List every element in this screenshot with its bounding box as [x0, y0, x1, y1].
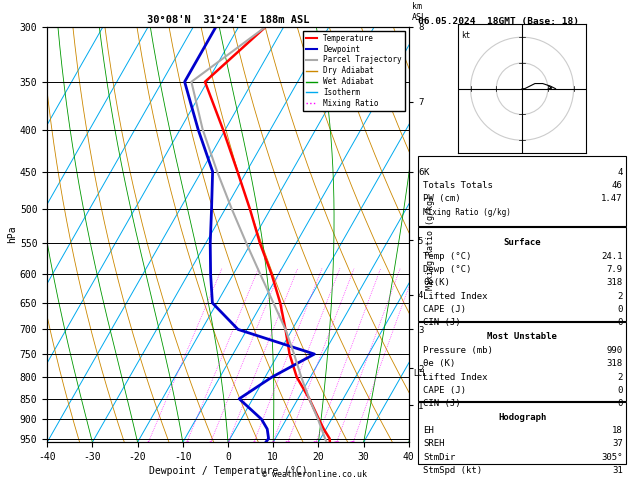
Text: Most Unstable: Most Unstable — [487, 332, 557, 342]
Text: 15: 15 — [313, 441, 320, 446]
Text: km
ASL: km ASL — [412, 2, 427, 22]
Text: Temp (°C): Temp (°C) — [423, 252, 472, 260]
Title: 30°08'N  31°24'E  188m ASL: 30°08'N 31°24'E 188m ASL — [147, 15, 309, 25]
Text: 7.9: 7.9 — [606, 265, 623, 274]
Text: SREH: SREH — [423, 439, 445, 449]
Text: 4: 4 — [226, 441, 230, 446]
Text: CAPE (J): CAPE (J) — [423, 386, 466, 395]
Text: 06.05.2024  18GMT (Base: 18): 06.05.2024 18GMT (Base: 18) — [418, 17, 579, 26]
Text: Dewp (°C): Dewp (°C) — [423, 265, 472, 274]
Text: CIN (J): CIN (J) — [423, 399, 461, 408]
Text: 1.47: 1.47 — [601, 194, 623, 204]
Text: CAPE (J): CAPE (J) — [423, 305, 466, 314]
Text: 1: 1 — [147, 441, 150, 446]
Legend: Temperature, Dewpoint, Parcel Trajectory, Dry Adiabat, Wet Adiabat, Isotherm, Mi: Temperature, Dewpoint, Parcel Trajectory… — [303, 31, 405, 111]
Text: θe (K): θe (K) — [423, 359, 455, 368]
Text: 2: 2 — [617, 373, 623, 382]
Text: Mixing Ratio (g/kg): Mixing Ratio (g/kg) — [426, 195, 435, 291]
Text: 305°: 305° — [601, 453, 623, 462]
Text: 24.1: 24.1 — [601, 252, 623, 260]
Text: 2: 2 — [617, 292, 623, 301]
Text: 3: 3 — [209, 441, 213, 446]
Text: 318: 318 — [606, 359, 623, 368]
Text: Surface: Surface — [503, 238, 541, 247]
Text: 37: 37 — [612, 439, 623, 449]
Text: 31: 31 — [612, 466, 623, 475]
Text: kt: kt — [462, 31, 470, 40]
Text: 0: 0 — [617, 386, 623, 395]
Text: K: K — [423, 168, 429, 177]
Text: Totals Totals: Totals Totals — [423, 181, 493, 190]
Text: StmSpd (kt): StmSpd (kt) — [423, 466, 482, 475]
Text: 318: 318 — [606, 278, 623, 287]
Text: CIN (J): CIN (J) — [423, 318, 461, 328]
Text: Mixing Ratio (g/kg): Mixing Ratio (g/kg) — [423, 208, 511, 217]
Text: 4: 4 — [617, 168, 623, 177]
Text: PW (cm): PW (cm) — [423, 194, 461, 204]
Text: LCL: LCL — [413, 369, 427, 379]
Text: 25: 25 — [350, 441, 357, 446]
Text: 2: 2 — [185, 441, 189, 446]
Text: 990: 990 — [606, 346, 623, 355]
Text: EH: EH — [423, 426, 434, 435]
Text: StmDir: StmDir — [423, 453, 455, 462]
Text: 0: 0 — [617, 318, 623, 328]
Text: θe(K): θe(K) — [423, 278, 450, 287]
Text: Hodograph: Hodograph — [498, 413, 546, 422]
Text: Pressure (mb): Pressure (mb) — [423, 346, 493, 355]
Text: 46: 46 — [612, 181, 623, 190]
Text: Lifted Index: Lifted Index — [423, 373, 488, 382]
Text: 0: 0 — [617, 399, 623, 408]
Text: 10: 10 — [284, 441, 291, 446]
Y-axis label: hPa: hPa — [7, 226, 17, 243]
Text: Lifted Index: Lifted Index — [423, 292, 488, 301]
Text: © weatheronline.co.uk: © weatheronline.co.uk — [262, 469, 367, 479]
Text: 8: 8 — [271, 441, 274, 446]
Text: 0: 0 — [617, 305, 623, 314]
Text: 20: 20 — [333, 441, 340, 446]
X-axis label: Dewpoint / Temperature (°C): Dewpoint / Temperature (°C) — [148, 466, 308, 476]
Text: 18: 18 — [612, 426, 623, 435]
Text: 6: 6 — [252, 441, 255, 446]
